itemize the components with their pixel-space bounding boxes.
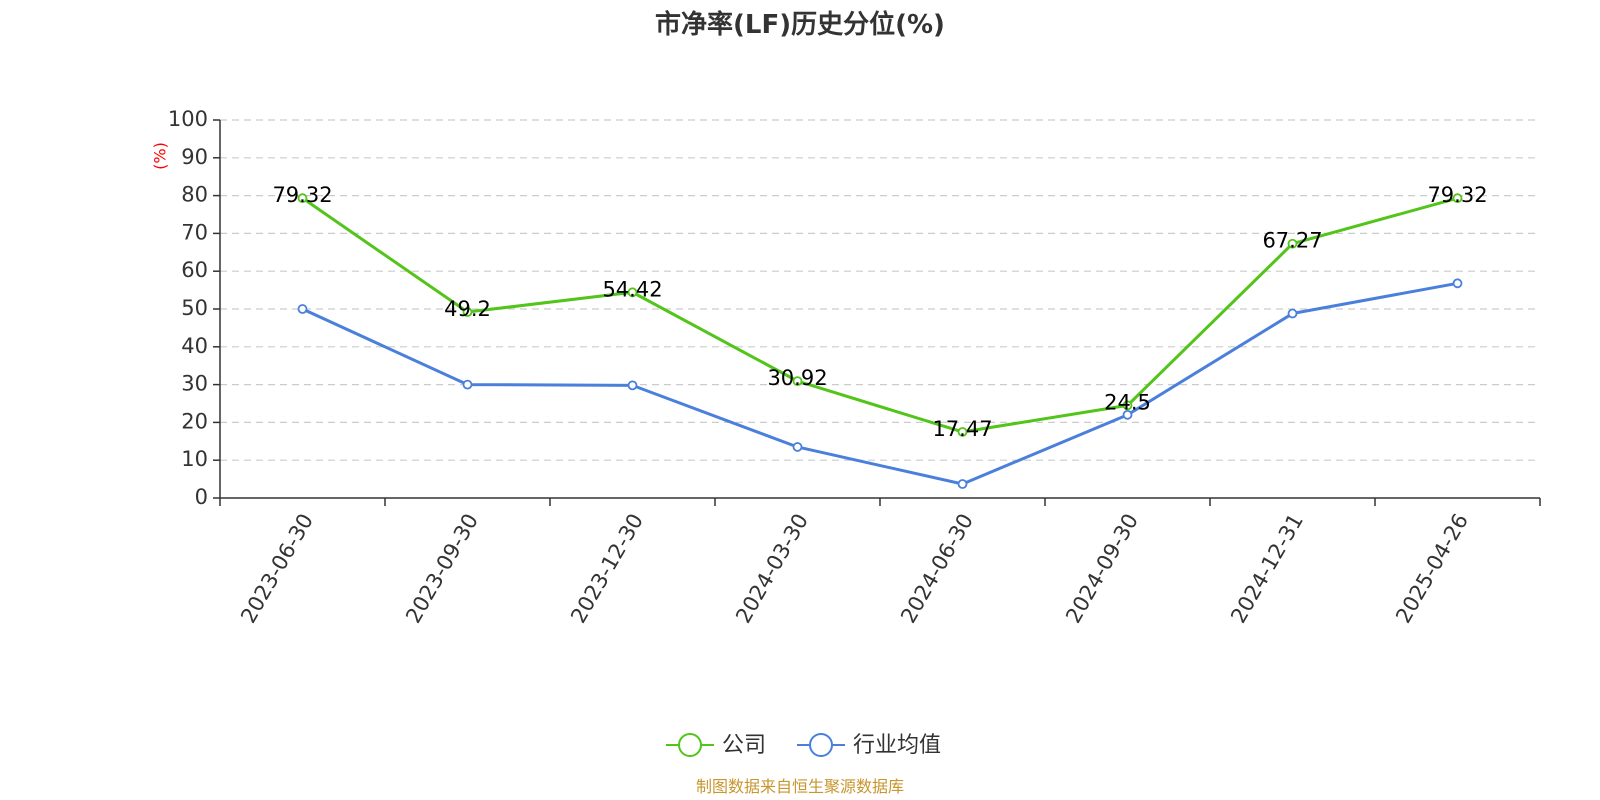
y-tick-label: 70 — [181, 220, 208, 244]
axes: 0 10 20 30 40 50 60 70 80 90 100 2023-06-30 2023-09-… — [168, 107, 1541, 628]
y-tick-label: 0 — [195, 485, 208, 509]
y-tick-label: 50 — [181, 296, 208, 320]
data-point[interactable] — [1287, 308, 1298, 319]
data-labels: 79.32 49.2 54.42 30.92 17.47 24.5 67.27 79.32 — [272, 183, 1487, 441]
legend-marker — [678, 733, 702, 757]
y-tick-label: 10 — [181, 447, 208, 471]
data-point[interactable] — [297, 193, 308, 204]
data-label: 79.32 — [1427, 183, 1487, 207]
series-line-1 — [301, 281, 1458, 486]
data-label: 79.32 — [272, 183, 332, 207]
data-point[interactable] — [1122, 400, 1133, 411]
y-axis-label: (%) — [151, 142, 170, 170]
x-tick-label: 2023-09-30 — [401, 510, 483, 628]
series-line-0 — [301, 196, 1458, 434]
data-point[interactable] — [627, 287, 638, 298]
data-point[interactable] — [1122, 409, 1133, 420]
legend-marker — [809, 733, 833, 757]
series — [297, 193, 1463, 489]
chart-title: 市净率(LF)历史分位(%) — [655, 9, 945, 40]
y-tick-label: 40 — [181, 334, 208, 358]
data-point[interactable] — [1452, 193, 1463, 204]
y-tick-label: 20 — [181, 409, 208, 433]
x-tick-label: 2024-03-30 — [731, 510, 813, 628]
data-label: 17.47 — [932, 417, 992, 441]
data-point[interactable] — [1452, 278, 1463, 289]
legend-item-0[interactable]: 公司 — [666, 733, 766, 758]
y-tick-label: 80 — [181, 183, 208, 207]
data-point[interactable] — [462, 379, 473, 390]
data-point[interactable] — [957, 427, 968, 437]
source-note: 制图数据来自恒生聚源数据库 — [696, 777, 904, 796]
data-point[interactable] — [957, 479, 968, 489]
y-tick-label: 30 — [181, 372, 208, 396]
data-point[interactable] — [792, 442, 803, 452]
y-tick-label: 100 — [168, 107, 208, 131]
data-point[interactable] — [297, 304, 308, 314]
grid-lines — [220, 119, 1540, 461]
data-point[interactable] — [792, 376, 803, 387]
data-label: 30.92 — [767, 366, 827, 390]
data-label: 67.27 — [1262, 229, 1322, 253]
data-point[interactable] — [1287, 238, 1298, 249]
data-point[interactable] — [462, 307, 473, 317]
data-label: 54.42 — [602, 277, 662, 301]
legend-label: 行业均值 — [853, 733, 941, 758]
x-tick-label: 2023-12-30 — [566, 510, 648, 628]
x-tick-label: 2024-12-31 — [1226, 510, 1308, 628]
y-tick-label: 60 — [181, 258, 208, 282]
data-point[interactable] — [627, 380, 638, 391]
x-tick-label: 2023-06-30 — [236, 510, 318, 628]
x-tick-label: 2024-09-30 — [1061, 510, 1143, 628]
data-label: 49.2 — [444, 297, 491, 321]
x-tick-label: 2024-06-30 — [896, 510, 978, 628]
legend-item-1[interactable]: 行业均值 — [797, 733, 941, 758]
legend-label: 公司 — [722, 733, 766, 758]
data-label: 24.5 — [1104, 390, 1151, 414]
y-tick-label: 90 — [181, 145, 208, 169]
legend[interactable]: 公司 行业均值 — [666, 733, 941, 758]
x-tick-label: 2025-04-26 — [1391, 510, 1473, 628]
